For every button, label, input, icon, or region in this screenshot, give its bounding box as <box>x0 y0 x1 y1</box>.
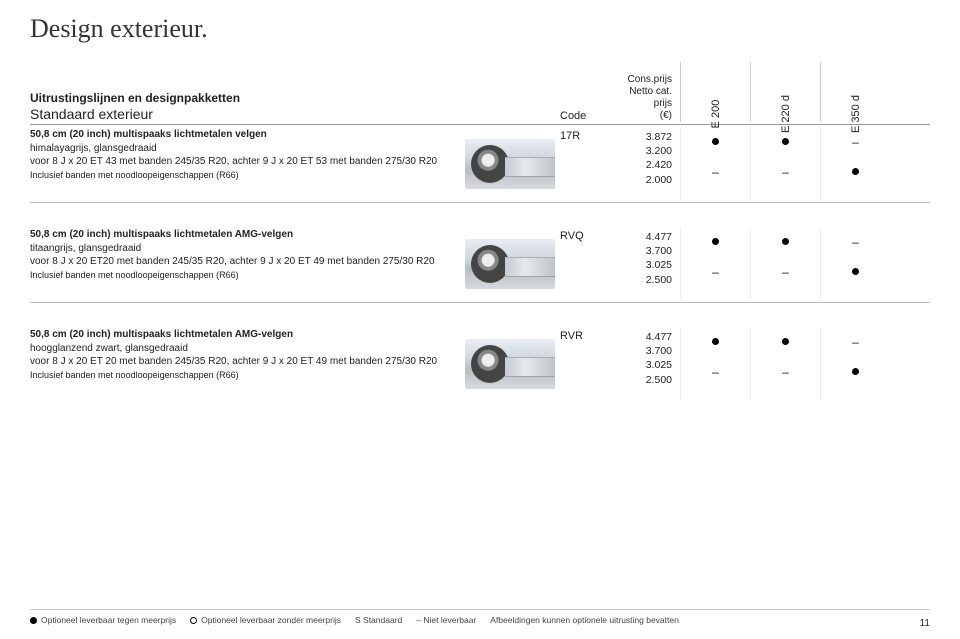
wheel-thumb <box>465 239 555 289</box>
dash-icon: – <box>712 266 719 278</box>
dot-icon <box>712 138 719 145</box>
dash-icon: – <box>852 236 859 248</box>
dot-icon <box>712 238 719 245</box>
avail-cell: – <box>820 228 890 300</box>
dot-icon <box>852 368 859 375</box>
dot-icon <box>852 268 859 275</box>
table-row: 50,8 cm (20 inch) multispaaks lichtmetal… <box>30 325 930 402</box>
dot-icon <box>782 238 789 245</box>
dot-icon <box>712 338 719 345</box>
avail-cell: – <box>680 228 750 300</box>
header-line1: Uitrustingslijnen en designpakketten <box>30 91 460 105</box>
avail-cell: – <box>680 128 750 200</box>
row-prices: 4.4773.7003.0252.500 <box>610 328 680 400</box>
dot-icon <box>852 168 859 175</box>
dash-icon: – <box>782 166 789 178</box>
table-row: 50,8 cm (20 inch) multispaaks lichtmetal… <box>30 125 930 203</box>
dash-icon: – <box>852 136 859 148</box>
row-desc: 50,8 cm (20 inch) multispaaks lichtmetal… <box>30 228 460 300</box>
row-prices: 3.8723.2002.4202.000 <box>610 128 680 200</box>
row-desc: 50,8 cm (20 inch) multispaaks lichtmetal… <box>30 328 460 400</box>
price-header: Cons.prijs Netto cat. prijs (€) <box>610 74 680 122</box>
rows-container: 50,8 cm (20 inch) multispaaks lichtmetal… <box>30 125 930 402</box>
row-desc: 50,8 cm (20 inch) multispaaks lichtmetal… <box>30 128 460 200</box>
dash-icon: – <box>712 166 719 178</box>
dash-icon: – <box>712 366 719 378</box>
table-header: Uitrustingslijnen en designpakketten Sta… <box>30 62 930 125</box>
row-prices: 4.4773.7003.0252.500 <box>610 228 680 300</box>
dash-icon: – <box>782 366 789 378</box>
dot-icon <box>782 138 789 145</box>
ring-icon <box>190 617 197 624</box>
avail-cell: – <box>680 328 750 400</box>
avail-cell: – <box>820 128 890 200</box>
legend: Optioneel leverbaar tegen meerprijs Opti… <box>30 609 930 625</box>
wheel-thumb <box>465 339 555 389</box>
avail-cell: – <box>820 328 890 400</box>
header-line2: Standaard exterieur <box>30 106 460 122</box>
dot-icon <box>30 617 37 624</box>
row-code: 17R <box>560 128 610 200</box>
avail-cell: – <box>750 228 820 300</box>
dash-icon: – <box>782 266 789 278</box>
dash-icon: – <box>852 336 859 348</box>
page-number: 11 <box>920 618 930 629</box>
model-col-2: E 220 d <box>750 62 820 122</box>
avail-cell: – <box>750 328 820 400</box>
dot-icon <box>782 338 789 345</box>
row-code: RVQ <box>560 228 610 300</box>
model-col-1: E 200 <box>680 62 750 122</box>
table-row: 50,8 cm (20 inch) multispaaks lichtmetal… <box>30 225 930 303</box>
code-header: Code <box>560 110 610 122</box>
row-code: RVR <box>560 328 610 400</box>
content: Uitrustingslijnen en designpakketten Sta… <box>0 62 960 402</box>
page-title: Design exterieur. <box>0 0 960 62</box>
wheel-thumb <box>465 139 555 189</box>
model-col-3: E 350 d <box>820 62 890 122</box>
avail-cell: – <box>750 128 820 200</box>
